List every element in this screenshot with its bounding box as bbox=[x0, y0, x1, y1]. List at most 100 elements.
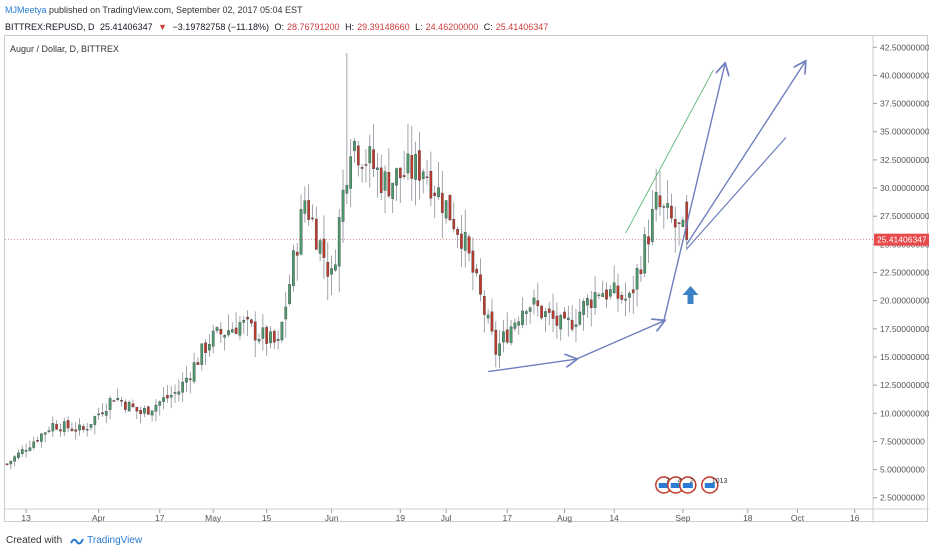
candle-down bbox=[59, 429, 62, 432]
trend-line[interactable] bbox=[625, 69, 714, 234]
symbol-info-bar: BITTREX:REPUSD, D 25.41406347 ▼ −3.19782… bbox=[0, 18, 932, 34]
candle-down bbox=[360, 167, 364, 169]
candle-up bbox=[32, 441, 36, 448]
candle-up bbox=[463, 231, 467, 251]
price-tick-label: 10.00000000 bbox=[880, 408, 929, 418]
candle-up bbox=[97, 413, 100, 416]
candle-up bbox=[169, 395, 173, 398]
candle-down bbox=[555, 315, 559, 326]
candle-down bbox=[246, 316, 249, 320]
candle-up bbox=[276, 338, 280, 341]
candle-down bbox=[536, 300, 540, 307]
candle-down bbox=[433, 192, 437, 196]
candle-up bbox=[269, 331, 272, 344]
candle-up bbox=[288, 284, 291, 305]
candle-down bbox=[124, 401, 127, 410]
candle-up bbox=[215, 327, 219, 331]
candle-down bbox=[101, 412, 104, 415]
price-tick-label: 30.00000000 bbox=[880, 183, 929, 193]
candle-up bbox=[524, 311, 528, 314]
candle-down bbox=[372, 149, 375, 169]
candle-up bbox=[528, 307, 532, 312]
chart-pane[interactable]: 42.50000000 40.00000000 37.50000000 35.0000… bbox=[4, 35, 930, 523]
candle-up bbox=[158, 401, 162, 406]
candle-down bbox=[631, 289, 635, 294]
candle-up bbox=[437, 187, 440, 198]
candle-up bbox=[299, 209, 303, 255]
candle-up bbox=[177, 391, 181, 395]
candle-down bbox=[639, 269, 643, 275]
candle-down bbox=[265, 327, 269, 344]
time-tick-label: 14 bbox=[609, 513, 619, 523]
candle-up bbox=[517, 321, 521, 326]
candle-up bbox=[330, 268, 333, 275]
candle-up bbox=[421, 171, 425, 180]
chart-svg[interactable]: 42.50000000 40.00000000 37.50000000 35.0000… bbox=[5, 36, 930, 523]
candle-up bbox=[628, 292, 631, 298]
price-tick-label: 35.00000000 bbox=[880, 127, 929, 137]
candle-up bbox=[143, 408, 146, 414]
candle-up bbox=[108, 398, 112, 410]
high-label: H: bbox=[345, 22, 355, 32]
time-tick-label: Sep bbox=[675, 513, 690, 523]
candle-up bbox=[43, 432, 47, 435]
candle-down bbox=[505, 329, 509, 343]
candle-up bbox=[154, 404, 158, 412]
open-label: O: bbox=[274, 22, 284, 32]
candle-up bbox=[597, 294, 601, 297]
candle-down bbox=[547, 308, 551, 313]
current-price-label: 25.41406347 bbox=[877, 235, 927, 245]
candle-down bbox=[387, 171, 391, 197]
candle-up bbox=[650, 209, 654, 242]
candle-down bbox=[440, 192, 444, 213]
candle-up bbox=[9, 460, 13, 465]
symbol-name[interactable]: BITTREX:REPUSD, D bbox=[5, 22, 95, 32]
candle-up bbox=[192, 362, 196, 382]
tradingview-logo[interactable]: TradingView bbox=[70, 535, 142, 546]
publish-info: published on TradingView.com, September … bbox=[49, 5, 303, 15]
trend-arrow[interactable] bbox=[575, 321, 664, 360]
candle-up bbox=[608, 289, 612, 297]
candle-down bbox=[551, 310, 555, 319]
candle-down bbox=[234, 327, 238, 334]
candle-down bbox=[36, 440, 39, 442]
trend-arrow[interactable] bbox=[488, 359, 576, 373]
candle-up bbox=[578, 311, 582, 325]
flag-stripe bbox=[658, 483, 669, 488]
footer: Created with TradingView bbox=[0, 528, 932, 550]
candle-up bbox=[62, 421, 66, 432]
price-tick-label: 37.50000000 bbox=[880, 99, 929, 109]
candle-up bbox=[185, 377, 188, 383]
price-tick-label: 17.50000000 bbox=[880, 324, 929, 334]
candle-up bbox=[78, 424, 81, 431]
price-tick-label: 15.00000000 bbox=[880, 352, 929, 362]
trend-arrow[interactable] bbox=[686, 62, 805, 245]
candle-down bbox=[448, 194, 452, 221]
low-value: 24.46200000 bbox=[425, 22, 479, 32]
candle-up bbox=[181, 381, 185, 393]
tradingview-brand: TradingView bbox=[87, 535, 143, 546]
close-value: 25.41406347 bbox=[495, 22, 549, 32]
candle-down bbox=[272, 331, 276, 343]
candle-up bbox=[406, 153, 410, 174]
candle-down bbox=[670, 205, 673, 219]
price-change: −3.19782758 (−11.18%) bbox=[172, 22, 269, 32]
trend-line[interactable] bbox=[686, 136, 787, 250]
candle-up bbox=[150, 410, 154, 416]
event-count: 1013 bbox=[712, 478, 728, 485]
candle-down bbox=[490, 311, 494, 332]
last-price: 25.41406347 bbox=[100, 22, 153, 32]
candle-down bbox=[673, 218, 677, 228]
candle-down bbox=[418, 150, 421, 181]
candle-up bbox=[208, 343, 211, 351]
candle-up bbox=[498, 343, 501, 356]
up-arrow-icon[interactable] bbox=[682, 286, 699, 305]
candle-up bbox=[51, 423, 55, 432]
author-link[interactable]: MJMeetya bbox=[5, 5, 47, 15]
candle-down bbox=[570, 319, 574, 330]
candle-down bbox=[456, 229, 459, 235]
time-tick-label: 16 bbox=[850, 513, 860, 523]
candle-up bbox=[681, 219, 685, 227]
candle-up bbox=[368, 146, 372, 164]
trend-arrow[interactable] bbox=[663, 64, 725, 322]
